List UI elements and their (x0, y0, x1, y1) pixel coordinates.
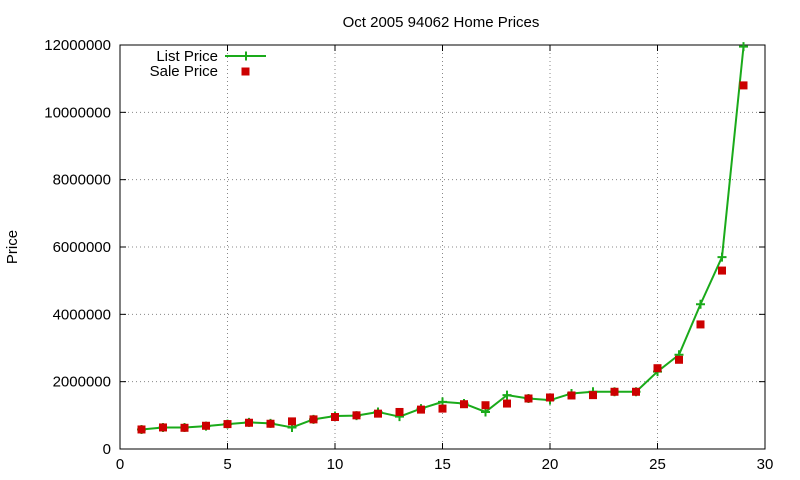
x-tick-label: 20 (542, 456, 559, 473)
point-sale-price (481, 401, 490, 410)
point-sale-price (352, 411, 361, 420)
grid (120, 45, 765, 449)
x-tick-label: 30 (757, 456, 774, 473)
legend-marker-list-price (241, 51, 251, 61)
legend-marker-sale-price (241, 67, 250, 76)
point-list-price (502, 390, 512, 400)
chart-title: Oct 2005 94062 Home Prices (343, 14, 540, 31)
x-axis-ticks: 0 5 10 15 20 25 30 (116, 45, 774, 473)
legend: List Price Sale Price (150, 48, 266, 80)
point-sale-price (245, 418, 253, 427)
point-sale-price (202, 421, 210, 430)
point-sale-price (438, 404, 447, 413)
point-sale-price (223, 420, 232, 429)
point-sale-price (632, 387, 640, 396)
point-sale-price (137, 425, 146, 434)
y-axis-ticks: 0 2000000 4000000 6000000 8000000 10000000 120… (44, 37, 765, 458)
point-sale-price (309, 415, 318, 424)
point-sale-price (503, 399, 511, 408)
y-tick-label: 6000000 (53, 239, 111, 256)
point-sale-price (374, 409, 382, 418)
point-sale-price (675, 355, 683, 364)
point-sale-price (696, 320, 705, 329)
point-list-price (717, 252, 727, 262)
point-sale-price (288, 417, 296, 426)
point-sale-price (739, 81, 748, 90)
x-tick-label: 25 (649, 456, 666, 473)
point-sale-price (653, 364, 662, 373)
point-sale-price (395, 407, 404, 416)
point-list-price (739, 42, 748, 52)
point-sale-price (331, 413, 339, 422)
x-tick-label: 0 (116, 456, 124, 473)
y-tick-label: 10000000 (44, 104, 111, 121)
series-layer (137, 42, 748, 434)
point-sale-price (546, 393, 554, 402)
y-axis-label: Price (4, 230, 21, 264)
point-sale-price (589, 391, 597, 400)
point-sale-price (266, 419, 275, 428)
x-tick-label: 10 (327, 456, 344, 473)
point-list-price (696, 299, 705, 309)
y-tick-label: 2000000 (53, 374, 111, 391)
point-sale-price (610, 387, 619, 396)
point-sale-price (524, 394, 533, 403)
y-tick-label: 8000000 (53, 172, 111, 189)
y-tick-label: 4000000 (53, 306, 111, 323)
point-sale-price (180, 423, 189, 432)
point-sale-price (718, 266, 726, 275)
point-sale-price (159, 423, 167, 432)
point-sale-price (567, 391, 576, 400)
y-tick-label: 12000000 (44, 37, 111, 54)
legend-label-list-price: List Price (156, 48, 218, 65)
x-tick-label: 15 (434, 456, 451, 473)
legend-label-sale-price: Sale Price (150, 63, 218, 80)
point-sale-price (460, 400, 468, 409)
x-tick-label: 5 (223, 456, 231, 473)
point-sale-price (417, 405, 425, 414)
y-tick-label: 0 (103, 441, 111, 458)
